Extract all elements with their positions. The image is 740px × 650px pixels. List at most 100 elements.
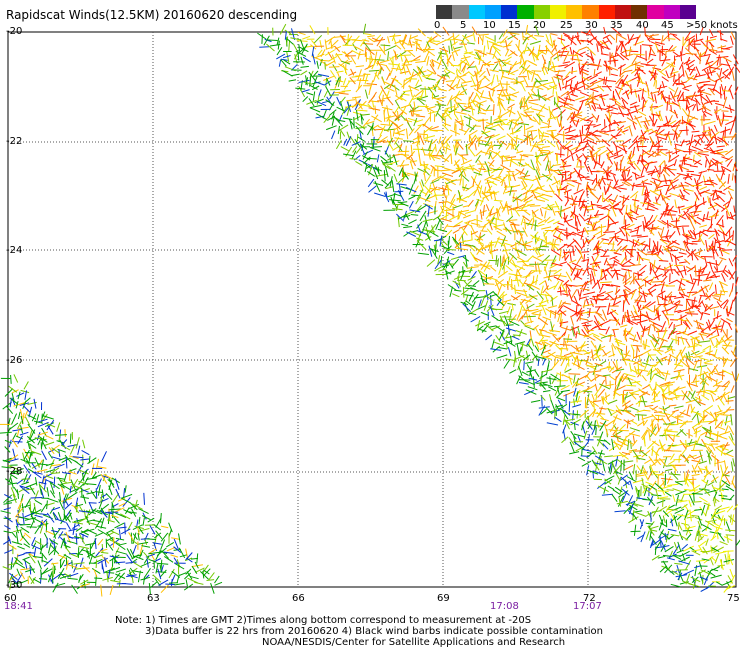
- wind-barb: [550, 56, 552, 66]
- wind-barb: [703, 370, 711, 381]
- wind-barb: [583, 299, 586, 309]
- wind-barb: [361, 142, 365, 152]
- wind-barb: [638, 369, 649, 372]
- wind-barb: [606, 36, 613, 45]
- wind-barb: [535, 161, 540, 171]
- wind-barb: [276, 47, 283, 56]
- wind-barb: [518, 365, 523, 377]
- wind-barb: [551, 259, 557, 266]
- wind-barb: [683, 326, 688, 335]
- wind-barb: [435, 105, 441, 117]
- wind-barb: [623, 464, 634, 471]
- wind-barb: [605, 290, 614, 295]
- wind-barb: [558, 347, 569, 350]
- wind-barb: [438, 136, 442, 145]
- wind-barb: [559, 311, 563, 324]
- wind-barb: [569, 105, 579, 112]
- wind-barb: [713, 508, 720, 518]
- wind-barb: [723, 357, 733, 362]
- wind-barb: [643, 487, 648, 497]
- wind-barb: [715, 447, 726, 456]
- wind-barb: [585, 298, 590, 306]
- wind-barb: [591, 178, 597, 185]
- wind-barb: [605, 392, 607, 400]
- wind-barb: [462, 204, 470, 208]
- wind-barb: [613, 252, 622, 256]
- wind-barb: [613, 161, 619, 172]
- wind-barb: [470, 222, 481, 226]
- wind-barb: [563, 243, 573, 247]
- wind-barb: [669, 262, 673, 275]
- wind-barb: [518, 382, 529, 385]
- wind-barb: [641, 415, 654, 420]
- wind-barb: [703, 470, 713, 478]
- wind-barb: [716, 340, 718, 349]
- wind-barb: [456, 194, 463, 201]
- wind-barb: [386, 105, 390, 117]
- wind-barb: [433, 31, 442, 38]
- wind-barb: [586, 136, 595, 141]
- wind-barb: [568, 401, 571, 412]
- wind-barb: [422, 123, 431, 131]
- wind-barb: [668, 279, 678, 285]
- wind-barb: [725, 529, 736, 532]
- wind-barb: [592, 364, 598, 376]
- wind-barb: [635, 488, 639, 497]
- wind-barb: [662, 510, 670, 517]
- wind-barb: [691, 339, 695, 351]
- wind-barb: [722, 90, 731, 92]
- wind-barb: [646, 496, 656, 507]
- wind-barb: [450, 153, 453, 165]
- wind-barb: [378, 45, 386, 56]
- wind-barb: [342, 64, 348, 75]
- wind-barb: [623, 125, 631, 130]
- wind-barb: [486, 185, 493, 193]
- wind-barb: [500, 318, 508, 326]
- wind-barb: [707, 168, 715, 171]
- wind-barb: [670, 453, 675, 461]
- wind-barb: [697, 134, 704, 144]
- wind-barb: [517, 110, 523, 122]
- wind-barb: [536, 73, 542, 81]
- wind-barb: [573, 115, 585, 121]
- wind-barb: [679, 573, 684, 582]
- wind-barb: [637, 110, 647, 117]
- wind-barb: [679, 359, 689, 368]
- wind-barb: [491, 74, 495, 86]
- wind-barb: [637, 235, 649, 238]
- wind-barb: [650, 339, 657, 351]
- wind-barb: [653, 322, 663, 328]
- wind-barb: [351, 141, 361, 146]
- wind-barb: [396, 213, 405, 222]
- wind-barb: [688, 148, 697, 152]
- wind-barb: [479, 209, 483, 220]
- wind-barb: [525, 125, 534, 131]
- wind-barb: [647, 365, 655, 375]
- wind-barb: [558, 50, 568, 53]
- wind-barb: [526, 270, 537, 277]
- wind-barb: [394, 84, 398, 96]
- wind-barb: [702, 404, 714, 413]
- wind-barb: [692, 476, 694, 486]
- wind-barb: [417, 230, 427, 235]
- wind-barb: [520, 113, 528, 118]
- wind-barb: [539, 328, 544, 339]
- wind-barb: [618, 474, 628, 482]
- wind-barb: [549, 264, 558, 269]
- wind-barb: [700, 286, 706, 297]
- wind-barb: [387, 51, 390, 61]
- wind-barb: [416, 231, 423, 242]
- wind-barb: [522, 264, 535, 267]
- wind-barb: [685, 250, 693, 257]
- wind-barb: [678, 214, 687, 220]
- wind-barb: [536, 248, 546, 251]
- wind-barb: [363, 41, 372, 52]
- wind-barb: [482, 35, 484, 46]
- wind-barb: [703, 384, 705, 397]
- wind-barb: [445, 208, 448, 220]
- wind-barb: [352, 43, 358, 51]
- wind-barb: [626, 309, 631, 322]
- wind-barb: [624, 249, 634, 258]
- wind-barb: [381, 179, 389, 186]
- wind-barb: [626, 495, 634, 507]
